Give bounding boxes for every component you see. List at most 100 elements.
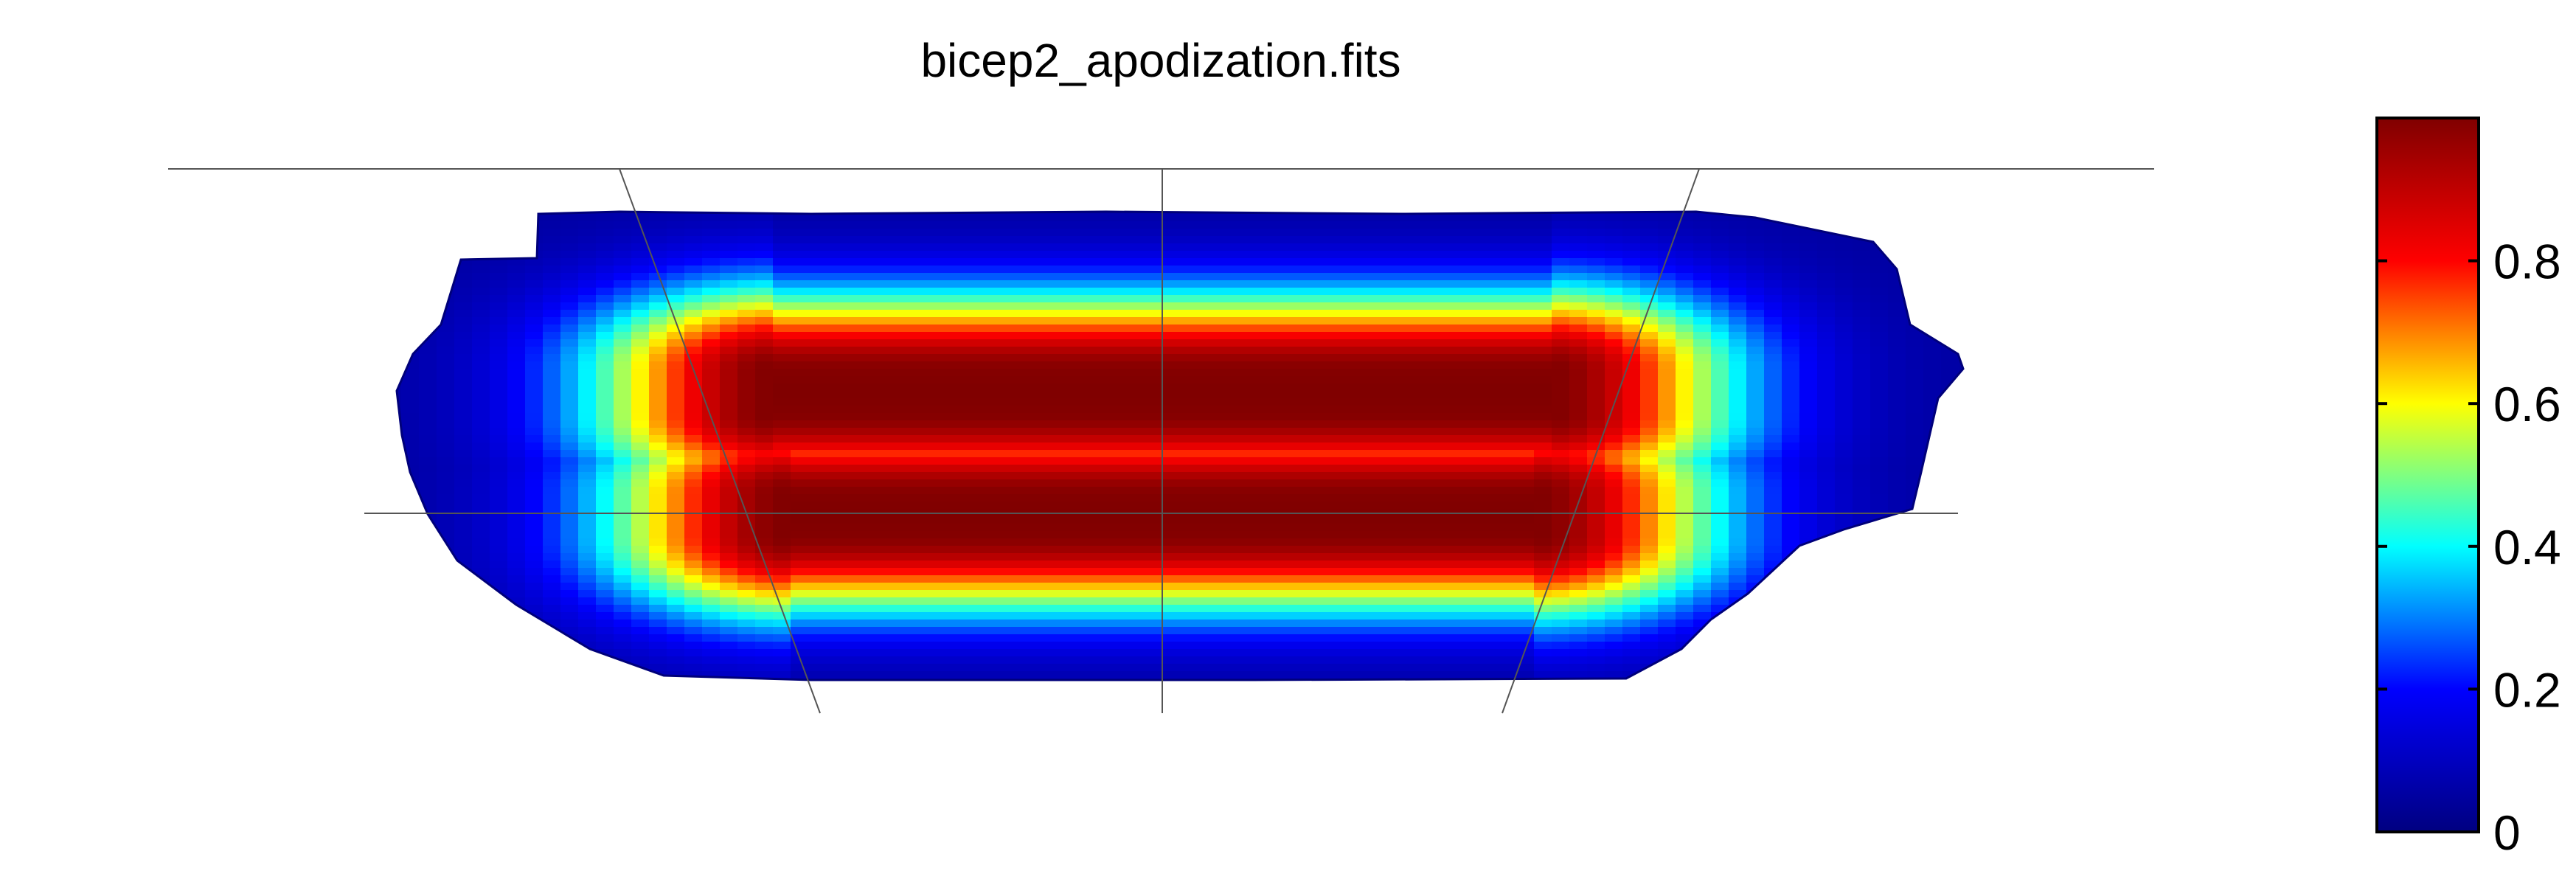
heatmap-cell: [1127, 502, 1145, 510]
heatmap-cell: [1499, 354, 1517, 362]
heatmap-cell: [401, 546, 420, 554]
heatmap-cell: [826, 575, 844, 583]
heatmap-cell: [401, 236, 420, 244]
heatmap-cell: [1835, 302, 1853, 310]
heatmap-cell: [879, 288, 898, 296]
heatmap-cell: [1959, 273, 1963, 281]
heatmap-cell: [1463, 590, 1482, 598]
heatmap-cell: [1799, 472, 1818, 480]
heatmap-cell: [1445, 443, 1464, 451]
heatmap-cell: [560, 494, 579, 502]
heatmap-cell: [1729, 302, 1747, 310]
heatmap-cell: [773, 384, 791, 392]
heatmap-cell: [1764, 384, 1782, 392]
heatmap-cell: [1268, 413, 1287, 421]
heatmap-cell: [1569, 310, 1588, 318]
heatmap-cell: [1853, 597, 1871, 605]
heatmap-cell: [1162, 546, 1181, 554]
heatmap-cell: [1215, 384, 1234, 392]
heatmap-cell: [950, 546, 968, 554]
heatmap-cell: [614, 413, 632, 421]
heatmap-cell: [1622, 443, 1641, 451]
heatmap-cell: [914, 568, 933, 576]
heatmap-cell: [1693, 391, 1712, 399]
heatmap-cell: [1145, 435, 1163, 443]
heatmap-cell: [1941, 332, 1959, 340]
heatmap-cell: [684, 546, 703, 554]
heatmap-cell: [631, 266, 650, 274]
heatmap-cell: [1215, 406, 1234, 414]
heatmap-cell: [1693, 406, 1712, 414]
heatmap-cell: [897, 605, 915, 613]
heatmap-cell: [791, 472, 809, 480]
heatmap-cell: [897, 428, 915, 436]
heatmap-cell: [1268, 465, 1287, 473]
heatmap-cell: [1428, 258, 1446, 266]
heatmap-cell: [1870, 317, 1889, 325]
heatmap-cell: [1428, 472, 1446, 480]
heatmap-cell: [1764, 251, 1782, 259]
heatmap-cell: [560, 317, 579, 325]
heatmap-cell: [649, 487, 667, 495]
heatmap-cell: [1233, 538, 1251, 546]
heatmap-cell: [950, 583, 968, 591]
heatmap-cell: [1693, 266, 1712, 274]
heatmap-cell: [1906, 568, 1924, 576]
heatmap-cell: [879, 583, 898, 591]
heatmap-cell: [1127, 450, 1145, 458]
heatmap-cell: [1817, 583, 1836, 591]
heatmap-cell: [1941, 472, 1959, 480]
heatmap-cell: [614, 384, 632, 392]
heatmap-cell: [1817, 288, 1836, 296]
heatmap-cell: [667, 236, 685, 244]
heatmap-cell: [1127, 465, 1145, 473]
heatmap-cell: [401, 243, 420, 251]
heatmap-cell: [1268, 561, 1287, 569]
heatmap-cell: [490, 221, 508, 229]
heatmap-cell: [1410, 347, 1428, 355]
heatmap-cell: [1021, 516, 1039, 524]
heatmap-cell: [596, 325, 614, 333]
heatmap-cell: [1782, 258, 1800, 266]
heatmap-cell: [1233, 531, 1251, 539]
heatmap-cell: [397, 472, 402, 480]
heatmap-cell: [631, 302, 650, 310]
heatmap-cell: [543, 288, 561, 296]
heatmap-cell: [1463, 214, 1482, 222]
heatmap-cell: [1817, 450, 1836, 458]
heatmap-cell: [1268, 553, 1287, 561]
heatmap-cell: [596, 288, 614, 296]
heatmap-cell: [1658, 465, 1676, 473]
heatmap-cell: [720, 524, 738, 532]
heatmap-cell: [401, 325, 420, 333]
heatmap-cell: [844, 325, 862, 333]
heatmap-cell: [1392, 361, 1411, 369]
heatmap-cell: [1392, 376, 1411, 384]
heatmap-cell: [1304, 251, 1322, 259]
heatmap-cell: [1711, 273, 1729, 281]
heatmap-cell: [950, 457, 968, 465]
heatmap-cell: [649, 428, 667, 436]
heatmap-cell: [1463, 605, 1482, 613]
heatmap-cell: [1056, 398, 1075, 406]
heatmap-cell: [1923, 435, 1942, 443]
heatmap-cell: [1145, 450, 1163, 458]
heatmap-cell: [1251, 332, 1269, 340]
heatmap-cell: [649, 553, 667, 561]
heatmap-cell: [1605, 502, 1623, 510]
heatmap-cell: [1552, 361, 1570, 369]
heatmap-cell: [1658, 546, 1676, 554]
heatmap-cell: [1215, 597, 1234, 605]
heatmap-cell: [826, 435, 844, 443]
heatmap-cell: [1392, 516, 1411, 524]
heatmap-cell: [1923, 597, 1942, 605]
heatmap-cell: [1392, 538, 1411, 546]
heatmap-cell: [1304, 546, 1322, 554]
heatmap-cell: [1640, 406, 1659, 414]
heatmap-cell: [1587, 538, 1605, 546]
heatmap-cell: [702, 450, 721, 458]
heatmap-cell: [773, 214, 791, 222]
heatmap-cell: [1233, 391, 1251, 399]
heatmap-cell: [525, 450, 544, 458]
heatmap-cell: [1516, 479, 1535, 487]
